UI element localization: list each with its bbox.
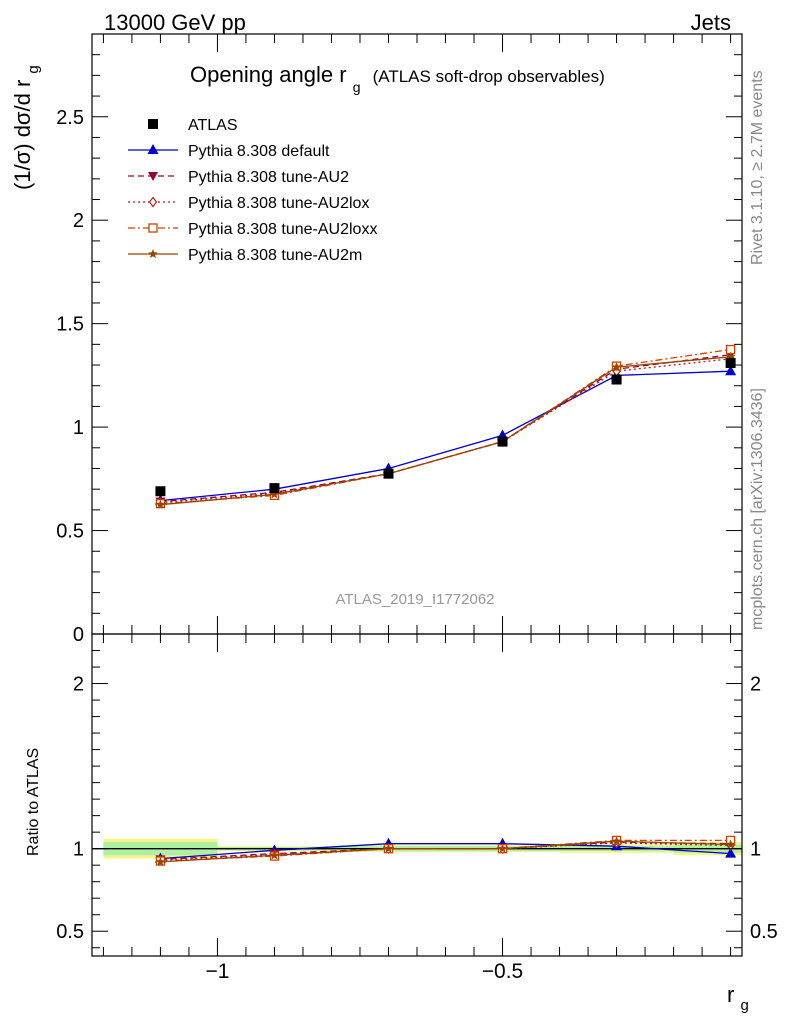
header-right: Jets: [691, 10, 731, 35]
main-line-default: [160, 370, 731, 502]
mcplots-label: mcplots.cern.ch [arXiv:1306.3436]: [749, 388, 766, 630]
main-point-atlas: [155, 486, 166, 497]
axes-frames: 0 0.5 1 1.5 2 2.5 0.5 0.5 1 1 2 2 −1 −0.5: [56, 33, 778, 983]
plot-title: Opening angle r g (ATLAS soft-drop obser…: [190, 62, 605, 97]
analysis-watermark: ATLAS_2019_I1772062: [335, 591, 494, 608]
rivet-label: Rivet 3.1.10, ≥ 2.7M events: [749, 70, 766, 265]
bottom-ylabel: Ratio to ATLAS: [25, 748, 42, 856]
top-ylabel: (1/σ) dσ/d r g: [10, 65, 42, 190]
ratio-point-au2m: [497, 843, 508, 853]
ratio-ytick-label-left: 0.5: [56, 921, 84, 943]
main-point-atlas: [269, 483, 280, 494]
legend-marker-default: [147, 144, 159, 154]
ratio-point-au2m: [269, 850, 280, 860]
main-ytick-label: 1.5: [56, 314, 84, 336]
ratio-frame: [91, 633, 743, 957]
svg-text:Opening angle r g: Opening angle r g (ATLAS soft-drop obser…: [190, 62, 605, 97]
legend-marker-atlas: [148, 119, 158, 129]
ratio-line-au2m: [160, 840, 731, 863]
main-point-atlas: [497, 436, 508, 447]
header-left: 13000 GeV pp: [104, 10, 246, 35]
legend-item-atlas: ATLAS: [148, 117, 238, 134]
ratio-point-au2m: [383, 843, 394, 853]
x-axis-title: r g: [727, 982, 749, 1014]
main-line-au2: [160, 354, 731, 503]
series-layer: [154, 344, 737, 866]
main-point-atlas: [725, 357, 736, 368]
legend-label-au2: Pythia 8.308 tune-AU2: [188, 169, 349, 186]
main-line-au2loxx: [160, 348, 731, 505]
ratio-ytick-label-right: 1: [750, 839, 761, 861]
legend-item-au2m: Pythia 8.308 tune-AU2m: [128, 247, 362, 264]
ratio-ytick-label-left: 2: [73, 674, 84, 696]
legend-marker-au2lox: [148, 196, 158, 208]
xtick-label: −1: [205, 960, 229, 983]
xtick-label: −0.5: [482, 960, 523, 983]
top-ylabel-sub: g: [25, 65, 42, 73]
main-point-default: [725, 365, 737, 376]
main-point-au2m: [155, 499, 166, 509]
main-line-au2lox: [160, 358, 731, 504]
title-sub: g: [353, 79, 361, 95]
legend-item-au2loxx: Pythia 8.308 tune-AU2loxx: [128, 221, 377, 238]
ratio-point-default: [725, 847, 737, 858]
legend-item-au2lox: Pythia 8.308 tune-AU2lox: [128, 195, 369, 212]
legend-label-atlas: ATLAS: [188, 117, 238, 134]
main-line-au2m: [160, 356, 731, 506]
legend: ATLAS Pythia 8.308 default Pythia 8.308 tu…: [128, 117, 377, 264]
main-ytick-label: 1: [73, 417, 84, 439]
main-point-au2m: [611, 362, 622, 372]
legend-marker-au2loxx: [148, 223, 158, 233]
main-point-au2m: [269, 489, 280, 499]
main-point-atlas: [383, 468, 394, 479]
main-point-au2m: [725, 351, 736, 361]
svg-text:r g: r g: [727, 982, 749, 1014]
svg-text:(1/σ) dσ/d r g: (1/σ) dσ/d r g: [10, 65, 42, 190]
main-ytick-label: 0.5: [56, 521, 84, 543]
main-ytick-label: 2: [73, 210, 84, 232]
title-paren: (ATLAS soft-drop observables): [373, 67, 605, 86]
ratio-ytick-label-left: 1: [73, 839, 84, 861]
xlabel-sub: g: [740, 997, 748, 1014]
main-ytick-label: 2.5: [56, 107, 84, 129]
legend-label-default: Pythia 8.308 default: [188, 143, 330, 160]
legend-item-default: Pythia 8.308 default: [128, 143, 330, 160]
ratio-ytick-label-right: 2: [750, 674, 761, 696]
legend-item-au2: Pythia 8.308 tune-AU2: [128, 169, 349, 186]
main-ytick-label: 0: [73, 624, 84, 646]
top-ylabel-text: (1/σ) dσ/d r: [10, 80, 35, 190]
title-main: Opening angle r: [190, 62, 347, 87]
ratio-point-au2m: [725, 839, 736, 849]
legend-label-au2lox: Pythia 8.308 tune-AU2lox: [188, 195, 369, 212]
legend-marker-au2: [148, 172, 158, 181]
legend-label-au2m: Pythia 8.308 tune-AU2m: [188, 247, 362, 264]
main-point-atlas: [611, 374, 622, 385]
ratio-point-au2m: [611, 836, 622, 846]
ratio-point-au2m: [155, 856, 166, 866]
ratio-line-default: [160, 843, 731, 860]
ratio-ytick-label-right: 0.5: [750, 921, 778, 943]
legend-label-au2loxx: Pythia 8.308 tune-AU2loxx: [188, 221, 377, 238]
legend-marker-au2m: [148, 249, 158, 259]
xlabel-text: r: [727, 982, 734, 1007]
